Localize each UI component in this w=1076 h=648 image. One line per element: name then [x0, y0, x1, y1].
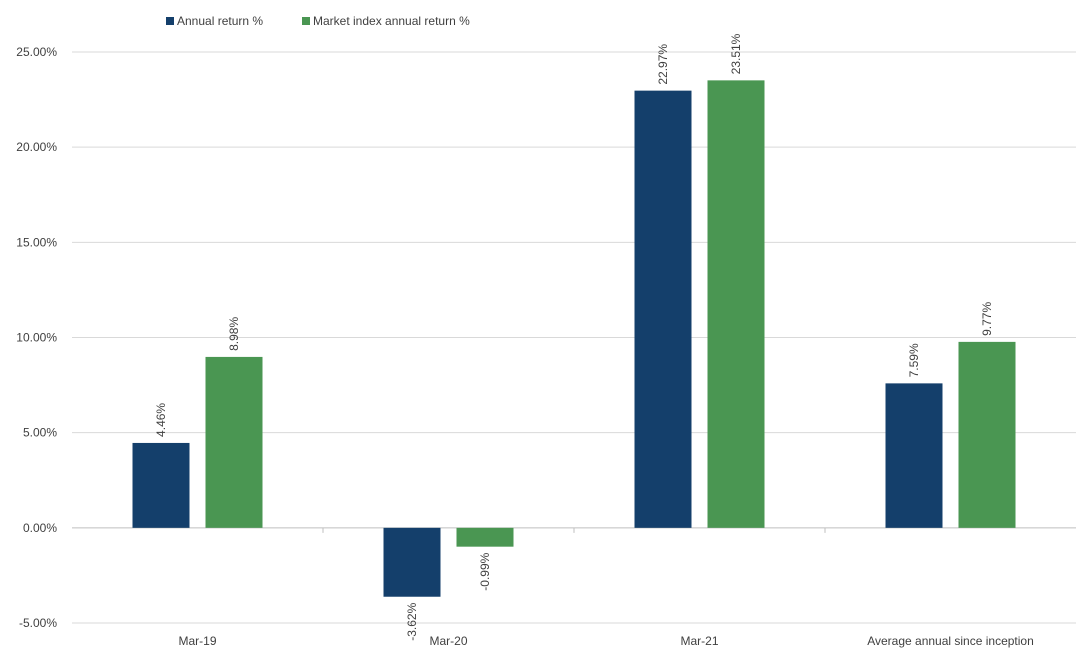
bar: [383, 527, 441, 597]
legend-label: Annual return %: [177, 14, 263, 28]
y-tick-label: 0.00%: [23, 521, 57, 535]
x-axis: Mar-19 Mar-20 Mar-21 Average annual since i…: [178, 634, 1033, 648]
data-label: -0.99%: [478, 552, 492, 590]
data-label: 7.59%: [907, 343, 921, 377]
data-label: 23.51%: [729, 33, 743, 74]
data-labels: 4.46% 8.98% -3.62% -0.99% 22.97% 23.51% 7.59% 9…: [154, 33, 994, 640]
bar: [958, 341, 1016, 528]
x-tick-label: Average annual since inception: [867, 634, 1034, 648]
data-label: 4.46%: [154, 403, 168, 437]
data-label: 22.97%: [656, 44, 670, 85]
y-tick-label: -5.00%: [19, 616, 57, 630]
bar: [456, 527, 514, 547]
legend-swatch: [166, 17, 174, 25]
data-label: -3.62%: [405, 602, 419, 640]
bar: [707, 80, 765, 528]
legend-swatch: [302, 17, 310, 25]
y-tick-label: 15.00%: [16, 235, 57, 249]
x-tick-label: Mar-20: [429, 634, 467, 648]
legend: Annual return % Market index annual retur…: [166, 14, 470, 28]
data-label: 8.98%: [227, 317, 241, 351]
y-tick-label: 10.00%: [16, 331, 57, 345]
x-tick-label: Mar-21: [680, 634, 718, 648]
y-tick-label: 20.00%: [16, 140, 57, 154]
bar: [132, 442, 190, 528]
y-tick-label: 25.00%: [16, 45, 57, 59]
bar: [205, 356, 263, 528]
bar: [634, 90, 692, 528]
y-axis: 25.00% 20.00% 15.00% 10.00% 5.00% 0.00% -5.00%: [16, 45, 57, 630]
bars: [132, 80, 1016, 597]
x-tick-label: Mar-19: [178, 634, 216, 648]
data-label: 9.77%: [980, 302, 994, 336]
bar: [885, 383, 943, 528]
y-tick-label: 5.00%: [23, 426, 57, 440]
gridlines: [72, 51, 1076, 624]
legend-label: Market index annual return %: [313, 14, 470, 28]
